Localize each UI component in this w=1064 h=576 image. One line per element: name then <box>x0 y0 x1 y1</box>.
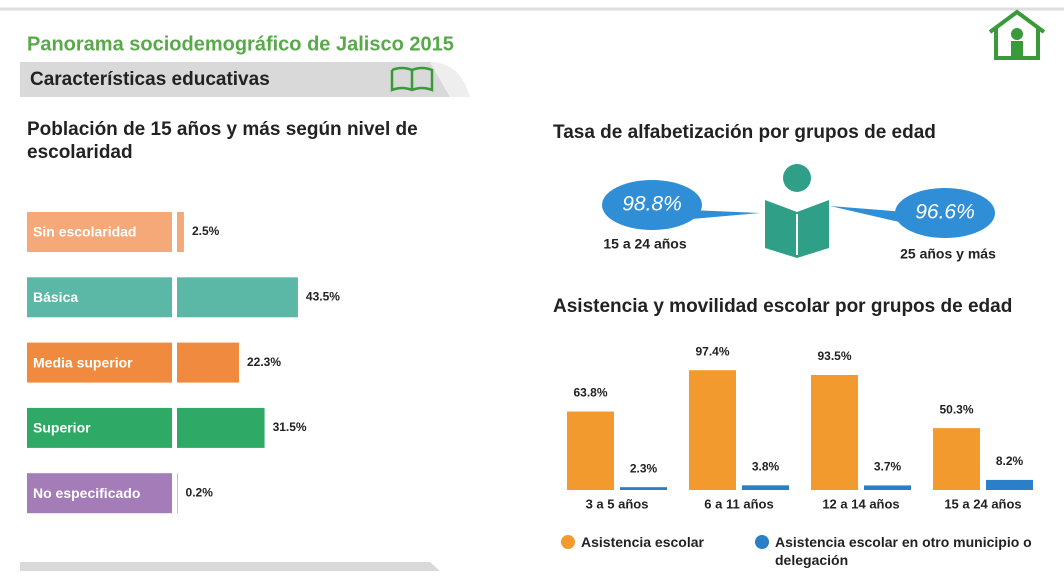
home-icon <box>988 9 1046 60</box>
section-band-edge <box>430 62 470 97</box>
value-label: 0.2% <box>186 485 214 499</box>
chart-title: Tasa de alfabetización por grupos de eda… <box>553 122 936 143</box>
category-box <box>27 212 172 252</box>
value-label: 97.4% <box>695 344 729 358</box>
book-icon <box>390 66 434 92</box>
callout-label: 15 a 24 años <box>603 236 686 252</box>
value-label: 43.5% <box>306 289 340 303</box>
bar <box>177 212 184 252</box>
callout-bubble <box>895 188 995 238</box>
bar <box>177 407 265 448</box>
legend-label-box: Asistencia escolar <box>581 534 704 550</box>
legend-label: Asistencia escolar en otro municipio o d… <box>775 534 1032 568</box>
value-label: 31.5% <box>273 420 307 434</box>
callout-value: 98.8% <box>622 193 682 216</box>
category-box <box>27 342 172 383</box>
category-label: Sin escolaridad <box>33 224 136 240</box>
section-title: Características educativas <box>30 69 270 90</box>
bar <box>620 487 667 490</box>
callout-tail <box>830 206 908 224</box>
callout-tail <box>680 210 760 220</box>
value-label: 3.8% <box>752 459 780 473</box>
value-label: 63.8% <box>573 386 607 400</box>
bar <box>986 479 1033 490</box>
section-band <box>20 62 450 97</box>
bar <box>177 473 178 514</box>
category-box <box>27 473 172 514</box>
value-label: 93.5% <box>817 349 851 363</box>
legend-swatch <box>561 535 575 549</box>
bar <box>177 342 239 383</box>
category-box <box>27 407 172 448</box>
bar <box>177 277 298 318</box>
value-label: 50.3% <box>939 402 973 416</box>
callout-label: 25 años y más <box>900 246 996 262</box>
x-tick-label: 6 a 11 años <box>704 496 773 511</box>
legend-label: Asistencia escolar <box>581 534 704 550</box>
category-label: Media superior <box>33 354 133 370</box>
x-tick-label: 3 a 5 años <box>586 496 649 511</box>
bar <box>742 485 789 490</box>
x-tick-label: 15 a 24 años <box>944 496 1021 511</box>
value-label: 22.3% <box>247 355 281 369</box>
callout-bubble <box>602 180 702 230</box>
value-label: 8.2% <box>996 454 1024 468</box>
callout-value: 96.6% <box>915 201 975 224</box>
value-label: 2.5% <box>192 224 220 238</box>
bar <box>567 411 614 490</box>
category-box <box>27 277 172 318</box>
legend-label-box: Asistencia escolar en otro municipio o d… <box>775 534 1032 568</box>
category-label: Básica <box>33 289 78 305</box>
x-tick-label: 12 a 14 años <box>822 496 899 511</box>
chart-title-box: Población de 15 años y más según nivel d… <box>27 119 418 163</box>
chart-title: Población de 15 años y más según nivel d… <box>27 119 418 163</box>
next-section-band <box>20 562 440 571</box>
category-label: Superior <box>33 420 91 436</box>
bar <box>864 485 911 490</box>
legend-swatch <box>755 535 769 549</box>
chart-title: Asistencia y movilidad escolar por grupo… <box>553 296 1012 317</box>
reader-head <box>783 164 811 192</box>
bar <box>689 370 736 490</box>
bar <box>933 428 980 490</box>
value-label: 2.3% <box>630 461 658 475</box>
value-label: 3.7% <box>874 460 902 474</box>
page-title: Panorama sociodemográfico de Jalisco 201… <box>27 33 454 55</box>
bar <box>811 374 858 490</box>
category-label: No especificado <box>33 485 140 501</box>
